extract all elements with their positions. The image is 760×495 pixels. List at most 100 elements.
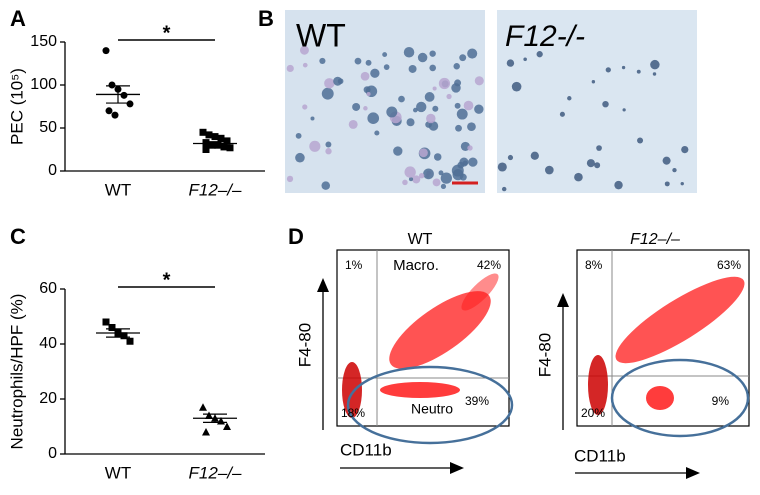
cell: [596, 145, 602, 151]
cell: [325, 141, 332, 148]
significance-label: *: [163, 22, 171, 44]
cell: [348, 119, 358, 129]
cell: [428, 121, 439, 131]
quadrant-percent: 42%: [477, 258, 501, 272]
cell: [408, 64, 417, 73]
cell: [429, 64, 437, 72]
x-tick-label: F12–/–: [189, 180, 242, 199]
cell: [419, 148, 428, 158]
cell: [363, 106, 368, 111]
cell: [511, 81, 522, 92]
panel-label: A: [10, 6, 26, 31]
error-bar: [203, 413, 227, 423]
arrow-head: [686, 467, 700, 479]
cell: [365, 59, 372, 66]
y-axis-label: Neutrophils/HPF (%): [7, 294, 26, 450]
y-axis-label: PEC (10⁵): [7, 68, 26, 145]
cell: [497, 162, 507, 172]
flow-plot: [576, 249, 750, 438]
cell: [286, 64, 294, 73]
event-cloud: [615, 276, 745, 364]
cell: [467, 145, 473, 151]
cell: [363, 86, 371, 94]
cell: [672, 167, 677, 173]
cell: [429, 50, 436, 57]
cell: [398, 95, 405, 103]
cell: [412, 175, 421, 184]
cell: [586, 159, 595, 168]
cell: [467, 122, 476, 132]
cell: [325, 148, 332, 155]
cell: [652, 72, 657, 76]
quadrant-percent: 20%: [581, 406, 605, 420]
cell: [530, 151, 539, 160]
flow-y-label: F4-80: [535, 333, 554, 377]
cell: [468, 157, 478, 167]
cell: [455, 124, 462, 132]
image-label: WT: [296, 17, 346, 53]
error-bar: [106, 85, 130, 104]
panel-label: D: [288, 224, 304, 249]
quadrant-percent: 39%: [465, 394, 489, 408]
data-point: [126, 337, 134, 345]
cell: [440, 183, 447, 190]
data-point: [211, 133, 219, 141]
cell: [681, 146, 689, 154]
cell: [438, 77, 451, 90]
cell: [664, 181, 670, 187]
data-point: [108, 81, 116, 89]
y-tick-label: 0: [48, 445, 57, 462]
cell: [432, 178, 441, 187]
image-label: F12-/-: [505, 20, 585, 53]
y-tick-label: 50: [39, 119, 57, 136]
cell: [302, 104, 308, 110]
cell: [321, 87, 334, 100]
error-bar: [106, 328, 130, 338]
data-point: [202, 139, 210, 147]
data-point: [205, 131, 213, 139]
quadrant-percent: 18%: [341, 406, 365, 420]
data-point: [223, 137, 231, 145]
cell: [591, 80, 596, 84]
cell: [605, 67, 611, 73]
cell: [324, 78, 335, 89]
cell: [423, 168, 434, 180]
data-point: [108, 324, 116, 331]
data-point: [202, 428, 210, 436]
cell: [594, 162, 601, 169]
event-cloud: [389, 291, 491, 369]
data-point: [102, 318, 110, 326]
cell: [467, 48, 478, 59]
cell: [366, 92, 371, 97]
cell: [417, 52, 428, 63]
event-cloud: [646, 386, 674, 410]
cell: [636, 69, 641, 74]
data-point: [120, 91, 128, 99]
event-cloud: [588, 355, 608, 415]
cell: [432, 86, 437, 91]
cell: [574, 172, 583, 182]
quadrant-percent: 8%: [585, 258, 603, 272]
cell: [418, 173, 425, 179]
gate-label: Neutro: [411, 401, 453, 417]
quadrant-percent: 9%: [712, 394, 730, 408]
cell: [406, 118, 415, 127]
cell: [523, 57, 527, 62]
plot-title: F12–/–: [630, 231, 680, 248]
cell: [506, 59, 515, 67]
cell: [621, 65, 626, 70]
gate-ellipse: [346, 365, 514, 445]
data-point: [105, 107, 113, 115]
cell: [438, 170, 444, 176]
cell: [402, 179, 408, 186]
cell: [382, 52, 388, 58]
data-point: [205, 411, 213, 419]
data-point: [202, 146, 210, 153]
data-point: [226, 144, 234, 152]
cell: [459, 54, 467, 62]
cell: [451, 83, 461, 93]
cell: [680, 181, 684, 186]
cell: [352, 102, 361, 111]
cell: [463, 100, 474, 111]
